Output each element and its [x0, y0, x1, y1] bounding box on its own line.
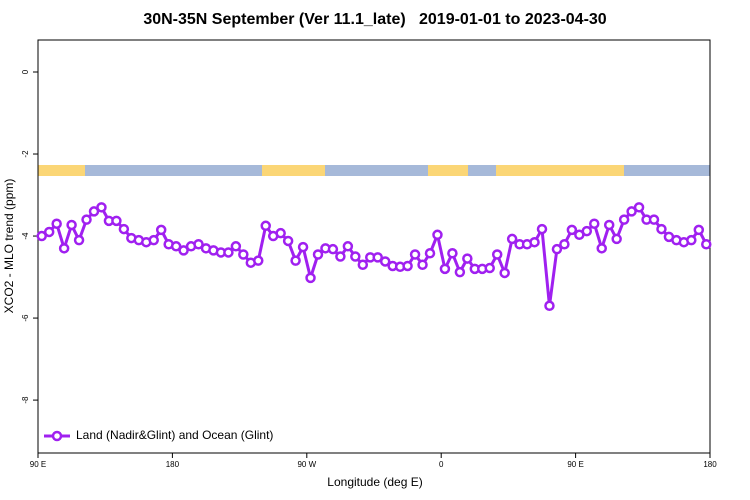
data-point [305, 272, 316, 284]
data-point [36, 230, 47, 242]
data-point [484, 262, 495, 274]
data-point [290, 255, 301, 266]
data-point [73, 234, 85, 246]
data-point [633, 202, 645, 213]
data-point [312, 249, 324, 260]
data-point [656, 223, 667, 235]
x-axis-label: Longitude (deg E) [327, 475, 422, 489]
data-point [559, 238, 570, 250]
data-point [581, 225, 593, 237]
y-tick-label: -4 [21, 232, 30, 240]
data-point [81, 214, 92, 225]
x-tick-label: 180 [166, 460, 180, 469]
legend-marker [51, 430, 63, 442]
data-point [51, 218, 62, 229]
data-point [618, 214, 630, 225]
x-tick-label: 180 [703, 460, 717, 469]
data-point [529, 236, 540, 248]
y-tick-label: -8 [21, 396, 30, 404]
data-point [454, 266, 466, 278]
data-point [379, 256, 391, 267]
x-tick-label: 90 W [297, 460, 316, 469]
data-point [686, 234, 697, 246]
data-point [402, 260, 413, 272]
data-point [58, 243, 70, 254]
data-point [603, 219, 615, 231]
data-point [648, 214, 660, 225]
data-point [297, 241, 309, 253]
data-point [282, 235, 294, 247]
data-point [424, 248, 436, 259]
data-point [155, 224, 167, 236]
data-point [409, 249, 421, 260]
data-point [335, 251, 346, 262]
x-tick-label: 0 [439, 460, 444, 469]
data-point [417, 259, 428, 271]
data-point [499, 267, 510, 279]
data-point [193, 238, 204, 250]
data-point [170, 241, 182, 252]
data-point [506, 233, 518, 245]
data-point [432, 229, 443, 241]
data-point [253, 255, 264, 266]
data-point [357, 259, 369, 271]
data-point [447, 248, 458, 259]
data-point [327, 243, 339, 255]
data-point [536, 223, 548, 235]
y-tick-label: 0 [21, 69, 30, 74]
data-point [275, 227, 286, 239]
legend-label: Land (Nadir&Glint) and Ocean (Glint) [76, 428, 273, 442]
data-point [118, 223, 130, 235]
data-point [701, 238, 712, 250]
data-point [148, 234, 159, 246]
data-point [111, 215, 122, 227]
data-point [372, 252, 383, 263]
plot-frame [37, 39, 711, 454]
x-tick-label: 90 E [567, 460, 583, 469]
data-point [88, 206, 100, 217]
data-point [178, 245, 189, 256]
data-point [611, 233, 622, 245]
data-point [693, 224, 705, 236]
y-axis-label: XCO2 - MLO trend (ppm) [2, 179, 16, 314]
data-point [462, 253, 473, 264]
data-point [238, 249, 249, 260]
data-point [596, 243, 607, 254]
x-tick-label: 90 E [30, 460, 46, 469]
data-point [626, 206, 637, 217]
y-tick-label: -6 [21, 314, 30, 322]
data-point [230, 241, 242, 252]
data-point [439, 263, 451, 275]
chart-title: 30N-35N September (Ver 11.1_late) 2019-0… [143, 11, 606, 28]
data-point [96, 202, 107, 213]
data-point [342, 241, 354, 252]
data-point [43, 226, 55, 238]
data-point [66, 219, 77, 231]
data-point [551, 243, 563, 255]
data-point [223, 247, 234, 258]
data-point [566, 224, 578, 236]
land-ocean-strip [38, 165, 710, 176]
data-point [544, 300, 555, 312]
data-point [589, 218, 600, 229]
data-point [491, 249, 503, 260]
data-point [350, 251, 361, 262]
data-point [260, 220, 271, 232]
y-tick-label: -2 [21, 150, 30, 158]
